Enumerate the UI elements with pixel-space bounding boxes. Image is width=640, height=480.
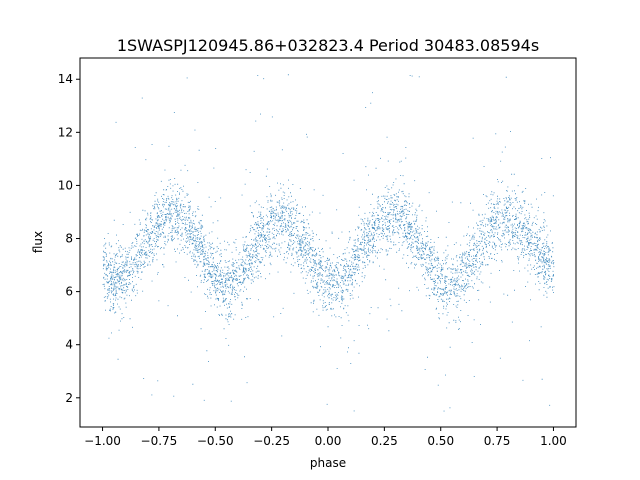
x-tick-label: −0.75 <box>141 434 178 448</box>
y-tick-label: 14 <box>58 72 73 86</box>
chart-title: 1SWASPJ120945.86+032823.4 Period 30483.0… <box>117 36 539 55</box>
y-tick-label: 12 <box>58 125 73 139</box>
x-tick-label: −1.00 <box>84 434 121 448</box>
x-tick-label: 0.75 <box>484 434 511 448</box>
scatter-points <box>102 74 555 412</box>
y-axis: 2 4 6 8 10 12 14 <box>58 72 80 405</box>
data-points <box>102 74 555 412</box>
x-axis: −1.00 −0.75 −0.50 −0.25 0.00 0.25 0.50 0.75 1.00 <box>84 427 567 448</box>
y-tick-label: 10 <box>58 178 73 192</box>
x-tick-label: 0.00 <box>315 434 342 448</box>
y-tick-label: 6 <box>65 285 73 299</box>
y-axis-label: flux <box>31 231 45 253</box>
x-tick-label: −0.50 <box>197 434 234 448</box>
y-tick-label: 8 <box>65 232 73 246</box>
x-tick-label: −0.25 <box>253 434 290 448</box>
x-tick-label: 1.00 <box>540 434 567 448</box>
x-tick-label: 0.50 <box>427 434 454 448</box>
y-tick-label: 4 <box>65 338 73 352</box>
y-tick-label: 2 <box>65 391 73 405</box>
x-axis-label: phase <box>310 456 346 470</box>
x-tick-label: 0.25 <box>371 434 398 448</box>
